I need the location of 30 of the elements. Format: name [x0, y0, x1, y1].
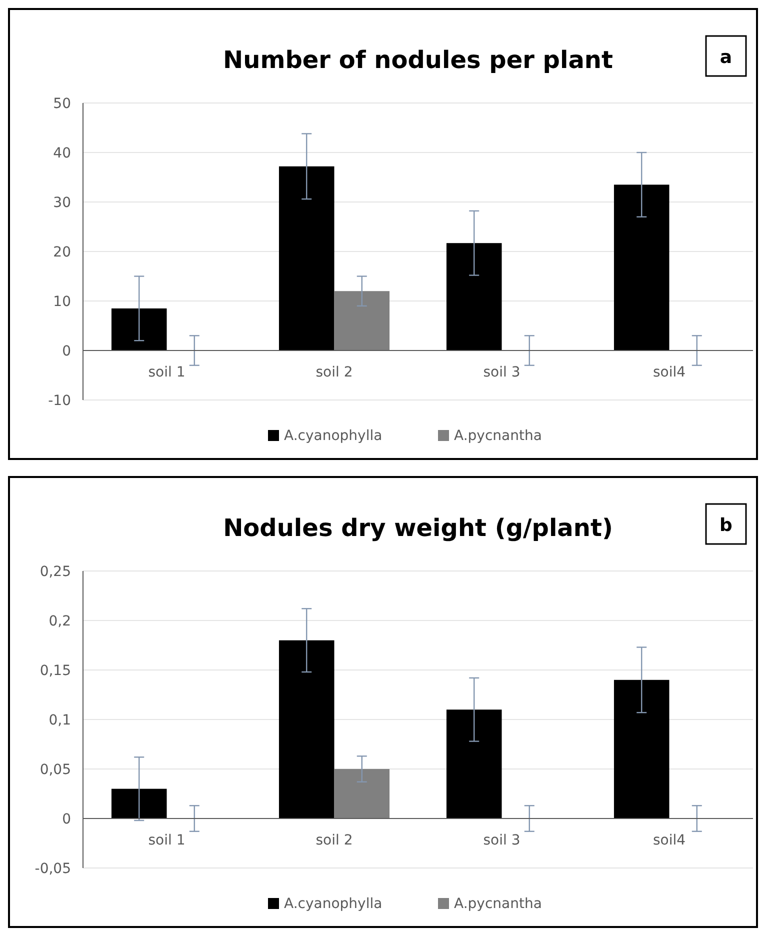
y-tick-label: 0,1 [48, 712, 71, 728]
legend-label: A.pycnantha [454, 428, 542, 444]
legend-label: A.cyanophylla [284, 428, 382, 444]
y-tick-label: -0,05 [34, 861, 71, 877]
x-tick-label: soil 2 [316, 364, 353, 380]
x-tick-label: soil4 [652, 364, 686, 380]
y-tick-label: 0 [62, 812, 71, 828]
chart-title: Nodules dry weight (g/plant) [223, 514, 613, 542]
x-tick-label: soil 1 [148, 832, 186, 848]
text: b [720, 515, 733, 536]
y-tick-label: -10 [48, 393, 71, 409]
y-tick-label: 20 [53, 244, 71, 260]
x-tick-label: soil 2 [316, 832, 353, 848]
x-tick-label: soil 3 [483, 832, 520, 848]
y-tick-label: 0,15 [40, 663, 71, 679]
legend-label: A.cyanophylla [284, 896, 382, 912]
x-tick-label: soil4 [652, 832, 686, 848]
y-tick-label: 40 [53, 146, 71, 162]
y-tick-label: 30 [53, 195, 71, 211]
y-tick-label: 10 [53, 294, 71, 310]
chart-title: Number of nodules per plant [223, 46, 613, 74]
x-tick-label: soil 3 [483, 364, 520, 380]
text: a [720, 47, 732, 68]
y-tick-label: 50 [53, 96, 71, 112]
y-tick-label: 0 [62, 344, 71, 360]
y-tick-label: 0,2 [48, 614, 71, 630]
y-tick-label: 0,05 [40, 762, 71, 778]
y-tick-label: 0,25 [40, 564, 71, 580]
legend-label: A.pycnantha [454, 896, 542, 912]
x-tick-label: soil 1 [148, 364, 186, 380]
